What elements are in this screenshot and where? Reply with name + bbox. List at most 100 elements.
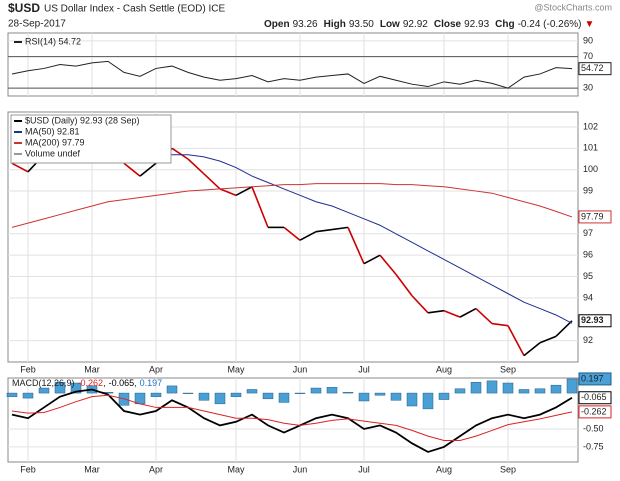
histogram-bar [22,392,34,399]
price-segment [475,307,493,325]
last-value-label: 54.72 [581,63,604,73]
y-tick-label: 70 [583,51,593,61]
y-tick-label: 95 [583,271,593,281]
panel [7,32,579,97]
quote-value: 92.93 [464,19,489,30]
x-tick-label: May [227,364,245,374]
y-tick-label: 99 [583,185,593,195]
legend-separator: , [134,378,137,388]
quote-value: 93.50 [349,19,374,30]
price-segment [395,273,413,297]
price-segment [235,186,253,197]
histogram-bar [310,387,322,394]
histogram-bar [150,392,162,397]
price-segment [11,162,29,173]
histogram-bar [374,392,386,396]
price-segment [219,188,237,197]
series-line [11,183,573,228]
histogram-bar [550,384,562,394]
price-segment [315,228,333,233]
price-segment [491,322,509,327]
x-tick-label: Sep [500,364,516,374]
price-segment [251,186,269,228]
y-tick-label: -0.50 [583,423,604,433]
histogram-bar [342,392,354,394]
legend-box [10,114,172,164]
legend-title: MACD(12,26,9) [12,378,75,388]
last-value-box [578,62,612,76]
price-segment [331,226,349,231]
legend-label: MA(200) 97.79 [25,137,85,147]
quote-label: Open [264,19,290,30]
price-segment [523,342,541,357]
histogram-bar [326,387,338,394]
price-segment [555,320,573,337]
last-value-box [578,210,612,224]
quote-value: 92.92 [403,19,428,30]
x-tick-label: May [227,464,245,474]
legend-label: RSI(14) 54.72 [25,36,81,46]
quote-label: Chg [495,19,514,30]
histogram-bar [406,392,418,407]
histogram-bar [470,382,482,394]
price-segment [171,147,189,160]
histogram-bar [358,392,370,402]
date: 28-Sep-2017 [8,19,66,30]
last-value-box [578,314,612,328]
quote-label: High [324,19,346,30]
histogram-bar [518,389,530,394]
histogram-bar [38,387,50,394]
histogram-bar [262,392,274,400]
y-tick-label: 97 [583,228,593,238]
x-tick-label: Jun [293,364,308,374]
last-value-box [578,372,612,386]
price-segment [139,162,157,177]
histogram-bar [438,392,450,400]
x-tick-label: Jul [358,364,370,374]
x-tick-label: Feb [20,464,36,474]
last-value-label: 92.93 [581,315,604,325]
price-segment [539,335,557,344]
y-tick-label: 94 [583,292,593,302]
price-segment [347,227,365,265]
histogram-bar [486,380,498,394]
last-value-label: 0.197 [581,373,604,383]
price-segment [283,226,301,241]
histogram-bar [294,392,306,394]
price-segment [443,309,461,318]
y-tick-label: 100 [583,164,598,174]
last-value-box [578,405,612,419]
series-line [11,394,573,441]
series-line [11,60,573,89]
x-tick-label: Mar [84,464,100,474]
histogram-bar [166,385,178,394]
histogram-bar [502,382,514,394]
y-tick-label: 92 [583,335,593,345]
last-value-label: 97.79 [581,211,604,221]
legend-label: MA(50) 92.81 [25,126,80,136]
y-tick-label: 96 [583,250,593,260]
histogram-bar [534,388,546,394]
histogram-bar [230,392,242,397]
histogram-bar [246,389,258,394]
x-tick-label: Mar [84,364,100,374]
histogram-bar [54,382,66,394]
last-value-label: -0.065 [581,392,607,402]
histogram-bar [198,392,210,401]
legend-value: -0.065 [109,378,135,388]
y-tick-label: 102 [583,121,598,131]
x-tick-label: Apr [149,464,163,474]
title: US Dollar Index - Cash Settle (EOD) ICE [44,4,225,15]
histogram-bar [422,392,434,410]
histogram-bar [70,382,82,394]
quote-label: Low [380,19,400,30]
last-value-label: -0.262 [581,406,607,416]
price-segment [427,309,445,314]
histogram-bar [390,392,402,401]
x-tick-label: Sep [500,464,516,474]
price-segment [459,307,477,318]
price-segment [507,325,525,356]
quote-value: -0.24 (-0.26%) [518,19,582,30]
quote-label: Close [434,19,462,30]
last-value-box [578,391,612,405]
